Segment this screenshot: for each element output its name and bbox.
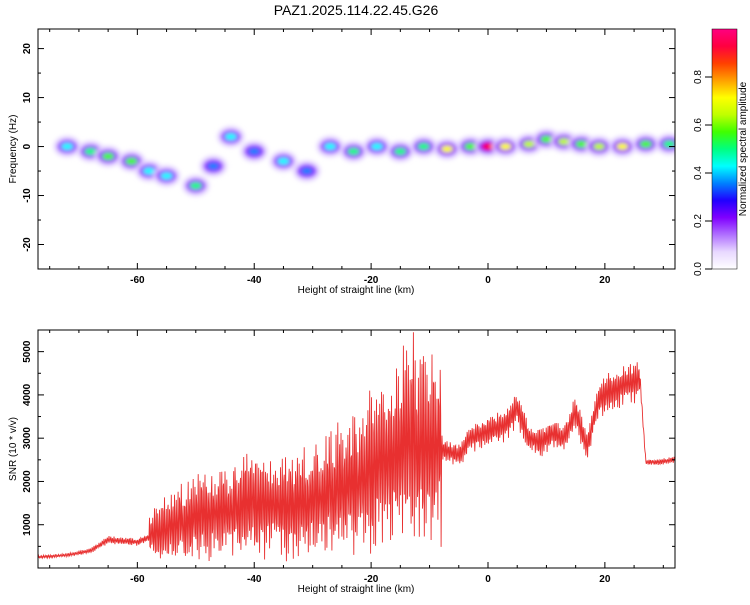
spectrogram-blob-core bbox=[464, 143, 477, 151]
x-tick-label: -40 bbox=[247, 275, 262, 286]
colorbar-tick-label: 0.8 bbox=[693, 70, 704, 84]
colorbar-gradient bbox=[711, 28, 738, 270]
y-tick-label: 3000 bbox=[22, 427, 33, 450]
spectrogram-blob-core bbox=[557, 138, 570, 146]
snr-frame bbox=[37, 329, 676, 569]
spectrogram-blob-core bbox=[324, 143, 337, 151]
spectrogram-blob-core bbox=[143, 167, 156, 175]
spectrogram-frame bbox=[37, 28, 676, 270]
spectrogram-blobs bbox=[53, 125, 675, 197]
spectrogram-blob-core bbox=[102, 152, 115, 160]
spectrogram-blob-core bbox=[160, 172, 173, 180]
x-tick-label: 20 bbox=[599, 275, 611, 286]
spectrogram-blob-core bbox=[663, 140, 675, 148]
y-tick-label: 10 bbox=[22, 92, 33, 104]
snr-ticks: -60 -40 -20 0 20 1000 2000 3000 4000 5000 bbox=[22, 329, 675, 585]
x-tick-label: 20 bbox=[599, 574, 611, 585]
spectrogram-ylabel: Frequency (Hz) bbox=[8, 115, 19, 184]
y-tick-label: 1000 bbox=[22, 513, 33, 536]
x-tick-label: 0 bbox=[485, 574, 491, 585]
colorbar-ticks: 0.0 0.2 0.4 0.6 0.8 bbox=[693, 70, 712, 276]
chart-title: PAZ1.2025.114.22.45.G26 bbox=[274, 2, 439, 18]
spectrogram-blob-core bbox=[575, 140, 588, 148]
spectrogram-blob-core bbox=[84, 147, 97, 155]
x-tick-label: -60 bbox=[130, 574, 145, 585]
spectrogram-blob-core bbox=[540, 135, 553, 143]
spectrogram-blob-core bbox=[441, 145, 454, 153]
spectrogram-blob-core bbox=[394, 147, 407, 155]
colorbar-tick-label: 0.2 bbox=[693, 214, 704, 228]
spectrogram-xlabel: Height of straight line (km) bbox=[298, 285, 415, 296]
colorbar-tick-label: 0.6 bbox=[693, 118, 704, 132]
x-tick-label: -20 bbox=[364, 574, 379, 585]
spectrogram-blob-core bbox=[248, 147, 261, 155]
snr-xlabel: Height of straight line (km) bbox=[298, 584, 415, 595]
spectrogram-blob-core bbox=[224, 133, 237, 141]
y-tick-label: 2000 bbox=[22, 470, 33, 493]
snr-ylabel: SNR (10 * v/v) bbox=[8, 417, 19, 481]
y-tick-label: 20 bbox=[22, 43, 33, 55]
spectrogram-blob-core bbox=[370, 143, 383, 151]
spectrogram-blob-core bbox=[300, 167, 313, 175]
spectrogram-blob-core bbox=[481, 143, 494, 151]
spectrogram-blob-core bbox=[417, 143, 430, 151]
x-tick-label: -20 bbox=[364, 275, 379, 286]
spectrogram-blob-core bbox=[189, 182, 202, 190]
y-tick-label: 0 bbox=[22, 143, 33, 149]
colorbar: 0.0 0.2 0.4 0.6 0.8 Normalized spectral ampl… bbox=[693, 28, 749, 276]
spectrogram-blob-core bbox=[499, 143, 512, 151]
spectrogram-blob-core bbox=[61, 143, 74, 151]
spectrogram-blob-core bbox=[639, 140, 652, 148]
x-tick-label: -60 bbox=[130, 275, 145, 286]
spectrogram-blob-core bbox=[277, 157, 290, 165]
y-tick-label: 4000 bbox=[22, 383, 33, 406]
x-tick-label: 0 bbox=[485, 275, 491, 286]
spectrogram-blob-core bbox=[125, 157, 138, 165]
y-tick-label: 5000 bbox=[22, 340, 33, 363]
colorbar-label: Normalized spectral amplitude bbox=[738, 81, 749, 216]
snr-panel: -60 -40 -20 0 20 1000 2000 3000 4000 5000 Height … bbox=[8, 329, 676, 595]
spectrogram-panel: -60 -40 -20 0 20 -20 -10 0 10 20 Height of straig… bbox=[8, 28, 676, 296]
spectrogram-blob-core bbox=[207, 162, 220, 170]
y-tick-label: -20 bbox=[22, 237, 33, 252]
x-tick-label: -40 bbox=[247, 574, 262, 585]
spectrogram-blob-core bbox=[616, 143, 629, 151]
snr-series-line bbox=[38, 332, 675, 562]
spectrogram-blob-core bbox=[522, 140, 535, 148]
spectrogram-blob-core bbox=[593, 143, 606, 151]
spectrogram-blob-core bbox=[347, 147, 360, 155]
colorbar-tick-label: 0.0 bbox=[693, 262, 704, 276]
y-tick-label: -10 bbox=[22, 188, 33, 203]
colorbar-tick-label: 0.4 bbox=[693, 166, 704, 180]
